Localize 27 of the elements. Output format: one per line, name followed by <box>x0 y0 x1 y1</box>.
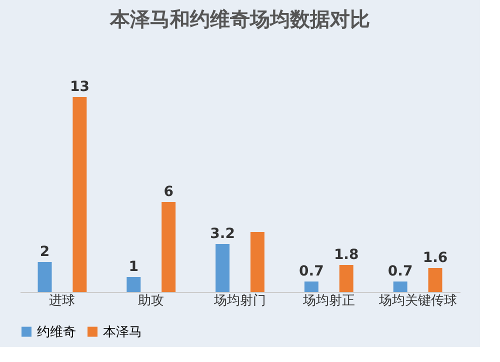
bar <box>250 232 264 292</box>
data-label: 0.7 <box>388 264 413 280</box>
x-tick-label: 场均射门 <box>213 292 266 308</box>
data-label: 13 <box>70 79 90 95</box>
bar <box>216 244 230 292</box>
data-label: 1 <box>128 259 139 275</box>
chart-title: 本泽马和约维奇场均数据对比 <box>109 7 370 31</box>
data-label: 0.7 <box>299 264 324 280</box>
bar <box>162 202 176 292</box>
bar <box>72 97 87 292</box>
x-tick-label: 进球 <box>49 294 76 308</box>
data-label: 2 <box>40 244 50 260</box>
x-tick-label: 场均射正 <box>302 294 355 308</box>
legend-label: 约维奇 <box>37 324 76 340</box>
bar <box>339 265 354 292</box>
bar <box>38 262 52 292</box>
data-label: 3.2 <box>210 226 235 242</box>
bar <box>428 268 442 292</box>
bar <box>393 282 408 292</box>
bar <box>304 282 318 292</box>
data-label: 6 <box>164 184 174 200</box>
bar <box>126 277 141 292</box>
legend-label: 本泽马 <box>103 324 142 340</box>
data-label: 1.6 <box>422 250 448 266</box>
x-tick-label: 场均关键传球 <box>378 294 457 308</box>
x-tick-label: 助攻 <box>138 294 164 308</box>
data-label: 1.8 <box>334 247 359 263</box>
